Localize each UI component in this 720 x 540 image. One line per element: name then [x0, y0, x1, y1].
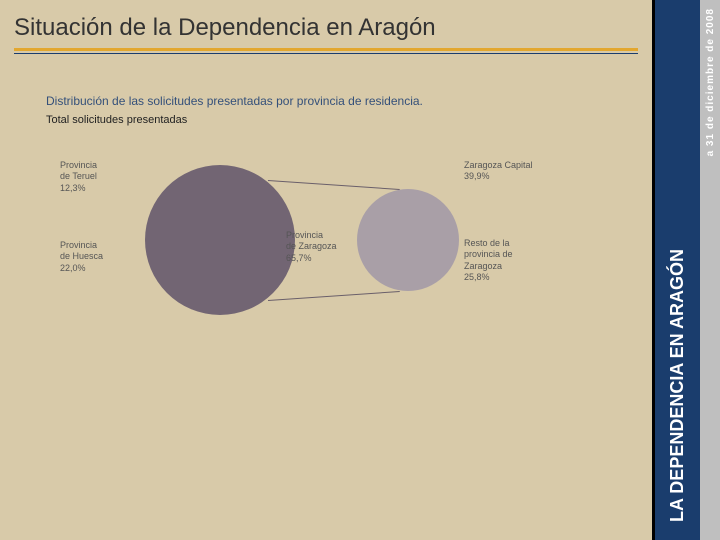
rule-orange	[14, 48, 638, 51]
label-zaragoza: Provincia de Zaragoza 65,7%	[286, 230, 337, 264]
main-pie	[145, 165, 295, 315]
content-area: Situación de la Dependencia en Aragón Di…	[0, 0, 652, 540]
label-teruel: Provincia de Teruel 12,3%	[60, 160, 97, 194]
label-resto-zaragoza: Resto de la provincia de Zaragoza 25,8%	[464, 238, 513, 283]
label-zaragoza-capital: Zaragoza Capital 39,9%	[464, 160, 533, 183]
chart-area: Provincia de Teruel 12,3% Provincia de H…	[20, 130, 632, 370]
page: Situación de la Dependencia en Aragón Di…	[0, 0, 720, 540]
breakout-connector-top	[268, 180, 400, 190]
label-huesca: Provincia de Huesca 22,0%	[60, 240, 103, 274]
sidebar-brand: LA DEPENDENCIA EN ARAGÓN	[655, 0, 700, 540]
sidebar-date-strip: a 31 de diciembre de 2008	[700, 0, 720, 540]
chart-title: Distribución de las solicitudes presenta…	[46, 94, 652, 108]
breakout-pie	[357, 189, 459, 291]
breakout-connector-bottom	[268, 291, 400, 301]
rule-blue	[14, 53, 638, 54]
sidebar: LA DEPENDENCIA EN ARAGÓN a 31 de diciemb…	[652, 0, 720, 540]
sidebar-date-text: a 31 de diciembre de 2008	[705, 8, 716, 156]
sidebar-brand-text: LA DEPENDENCIA EN ARAGÓN	[667, 249, 688, 522]
chart-subtitle: Total solicitudes presentadas	[46, 114, 652, 126]
slide-title: Situación de la Dependencia en Aragón	[0, 0, 652, 48]
